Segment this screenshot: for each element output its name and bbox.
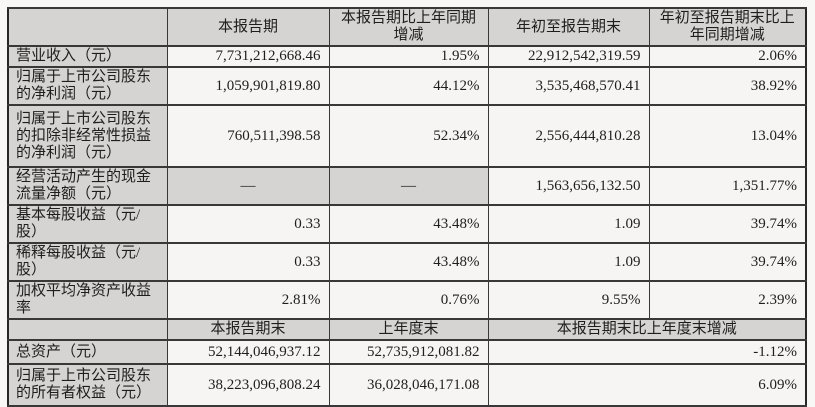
table-row-net-profit: 归属于上市公司股东的净利润（元） 1,059,901,819.80 44.12%…	[7, 66, 807, 106]
table-row-basic-eps: 基本每股收益（元/股） 0.33 43.48% 1.09 39.74%	[7, 204, 807, 244]
row-label-deducted-net-profit: 归属于上市公司股东的扣除非经常性损益的净利润（元）	[7, 104, 168, 168]
table-row-total-assets: 总资产（元） 52,144,046,937.12 52,735,912,081.…	[7, 339, 807, 365]
cell-owners-equity-last-year-end: 36,028,046,171.08	[328, 363, 489, 407]
col-header-end-of-period: 本报告期末	[166, 318, 330, 341]
cell-weighted-roe-ytd-yoy: 2.39%	[648, 280, 807, 320]
cell-total-assets-change: -1.12%	[487, 339, 807, 365]
cell-revenue-ytd-yoy: 2.06%	[648, 45, 807, 68]
cell-diluted-eps-current: 0.33	[166, 242, 330, 282]
cell-basic-eps-ytd-yoy: 39.74%	[648, 204, 807, 244]
cell-net-profit-ytd: 3,535,468,570.41	[487, 66, 650, 106]
row-label-total-assets: 总资产（元）	[7, 339, 168, 365]
cell-net-profit-yoy: 44.12%	[328, 66, 489, 106]
col-header-current-period: 本报告期	[166, 7, 330, 47]
cell-diluted-eps-yoy: 43.48%	[328, 242, 489, 282]
cell-diluted-eps-ytd: 1.09	[487, 242, 650, 282]
cell-basic-eps-current: 0.33	[166, 204, 330, 244]
col-header-year-to-date-yoy-change: 年初至报告期末比上年同期增减	[648, 7, 807, 47]
row-label-operating-cash-flow: 经营活动产生的现金流量净额（元）	[7, 166, 168, 206]
cell-weighted-roe-current: 2.81%	[166, 280, 330, 320]
row-label-owners-equity: 归属于上市公司股东的所有者权益（元）	[7, 363, 168, 407]
cell-deducted-net-profit-current: 760,511,398.58	[166, 104, 330, 168]
section1-header-row: 本报告期 本报告期比上年同期增减 年初至报告期末 年初至报告期末比上年同期增减	[7, 7, 807, 47]
col-header-period-end-vs-last-year-change: 本报告期末比上年度末增减	[487, 318, 807, 341]
cell-owners-equity-change: 6.09%	[487, 363, 807, 407]
col-header-end-of-last-year: 上年度末	[328, 318, 489, 341]
cell-total-assets-last-year-end: 52,735,912,081.82	[328, 339, 489, 365]
row-label-basic-eps: 基本每股收益（元/股）	[7, 204, 168, 244]
table-row-revenue: 营业收入（元） 7,731,212,668.46 1.95% 22,912,54…	[7, 45, 807, 68]
col-header-year-to-date: 年初至报告期末	[487, 7, 650, 47]
cell-cash-flow-yoy-dash: —	[328, 166, 489, 206]
table-row-operating-cash-flow: 经营活动产生的现金流量净额（元） — — 1,563,656,132.50 1,…	[7, 166, 807, 206]
cell-owners-equity-period-end: 38,223,096,808.24	[166, 363, 330, 407]
cell-weighted-roe-ytd: 9.55%	[487, 280, 650, 320]
cell-deducted-net-profit-ytd-yoy: 13.04%	[648, 104, 807, 168]
cell-deducted-net-profit-ytd: 2,556,444,810.28	[487, 104, 650, 168]
row-label-diluted-eps: 稀释每股收益（元/股）	[7, 242, 168, 282]
cell-weighted-roe-yoy: 0.76%	[328, 280, 489, 320]
cell-revenue-yoy: 1.95%	[328, 45, 489, 68]
cell-net-profit-current: 1,059,901,819.80	[166, 66, 330, 106]
table-row-deducted-net-profit: 归属于上市公司股东的扣除非经常性损益的净利润（元） 760,511,398.58…	[7, 104, 807, 168]
row-label-net-profit: 归属于上市公司股东的净利润（元）	[7, 66, 168, 106]
cell-cash-flow-ytd: 1,563,656,132.50	[487, 166, 650, 206]
cell-total-assets-period-end: 52,144,046,937.12	[166, 339, 330, 365]
col-header-current-period-yoy-change: 本报告期比上年同期增减	[328, 7, 489, 47]
cell-revenue-ytd: 22,912,542,319.59	[487, 45, 650, 68]
cell-diluted-eps-ytd-yoy: 39.74%	[648, 242, 807, 282]
cell-net-profit-ytd-yoy: 38.92%	[648, 66, 807, 106]
table-row-weighted-roe: 加权平均净资产收益率 2.81% 0.76% 9.55% 2.39%	[7, 280, 807, 320]
cell-cash-flow-current-dash: —	[166, 166, 330, 206]
corner-cell	[7, 7, 168, 47]
cell-cash-flow-ytd-yoy: 1,351.77%	[648, 166, 807, 206]
financial-summary-table: 本报告期 本报告期比上年同期增减 年初至报告期末 年初至报告期末比上年同期增减 …	[7, 7, 807, 407]
cell-revenue-current: 7,731,212,668.46	[166, 45, 330, 68]
table-row-owners-equity: 归属于上市公司股东的所有者权益（元） 38,223,096,808.24 36,…	[7, 363, 807, 407]
cell-deducted-net-profit-yoy: 52.34%	[328, 104, 489, 168]
row-label-revenue: 营业收入（元）	[7, 45, 168, 68]
cell-basic-eps-ytd: 1.09	[487, 204, 650, 244]
section2-header-row: 本报告期末 上年度末 本报告期末比上年度末增减	[7, 318, 807, 341]
section2-corner-cell	[7, 318, 168, 341]
table-row-diluted-eps: 稀释每股收益（元/股） 0.33 43.48% 1.09 39.74%	[7, 242, 807, 282]
row-label-weighted-roe: 加权平均净资产收益率	[7, 280, 168, 320]
cell-basic-eps-yoy: 43.48%	[328, 204, 489, 244]
